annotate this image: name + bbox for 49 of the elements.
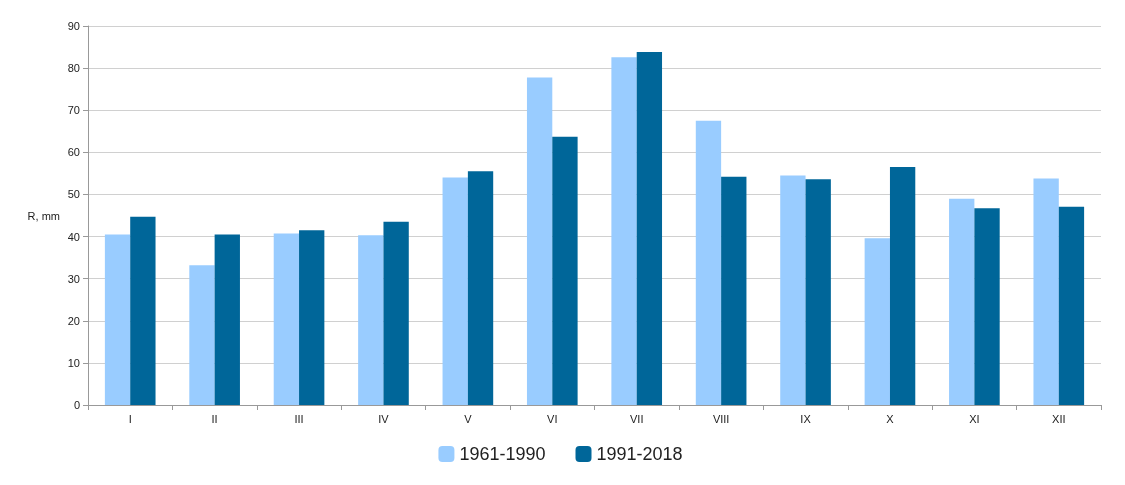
- bar: [467, 171, 494, 405]
- x-tick-label: V: [464, 412, 473, 425]
- x-tick-label: IV: [378, 412, 390, 425]
- bar: [383, 221, 409, 405]
- x-tick-label: I: [128, 412, 132, 425]
- y-tick-label: 60: [67, 146, 80, 159]
- bar: [780, 175, 806, 405]
- x-tick-label: XI: [969, 412, 980, 425]
- bar: [442, 177, 468, 405]
- x-tick-label: VI: [547, 412, 558, 425]
- bar: [636, 52, 663, 405]
- x-tick-label: X: [886, 412, 895, 425]
- bar: [214, 234, 240, 405]
- x-tick-label: VIII: [712, 412, 730, 425]
- x-tick-label: II: [211, 412, 218, 425]
- bar: [130, 216, 156, 405]
- y-tick-label: 50: [67, 188, 80, 201]
- bar: [273, 233, 300, 405]
- bar: [889, 167, 916, 405]
- y-axis-title: R, mm: [27, 209, 60, 222]
- bar: [695, 120, 722, 405]
- x-tick-label: III: [294, 412, 304, 425]
- bar: [104, 234, 131, 405]
- y-tick-label: 20: [67, 314, 80, 327]
- legend-label: 1991-2018: [596, 444, 683, 464]
- bar: [358, 235, 384, 405]
- y-tick-label: 0: [73, 399, 80, 411]
- bar: [611, 57, 637, 405]
- bar: [974, 208, 1000, 405]
- bar: [949, 198, 975, 405]
- y-tick-label: 90: [67, 20, 80, 32]
- x-tick-label: IX: [800, 412, 812, 425]
- bar: [864, 238, 890, 405]
- bar: [189, 265, 215, 405]
- y-tick-label: 40: [67, 230, 80, 243]
- y-tick-label: 80: [67, 62, 80, 75]
- bar: [552, 136, 578, 405]
- bar: [1033, 178, 1059, 405]
- y-tick-label: 30: [67, 272, 80, 285]
- x-tick-label: VII: [629, 412, 644, 425]
- y-tick-label: 70: [67, 104, 80, 117]
- bar: [1058, 206, 1085, 405]
- bar: [721, 176, 747, 405]
- bar: [805, 179, 831, 405]
- legend-label: 1961-1990: [459, 444, 546, 464]
- x-tick-label: XII: [1052, 412, 1066, 425]
- bar: [526, 77, 553, 405]
- bar: [299, 230, 325, 405]
- y-tick-label: 10: [67, 356, 80, 369]
